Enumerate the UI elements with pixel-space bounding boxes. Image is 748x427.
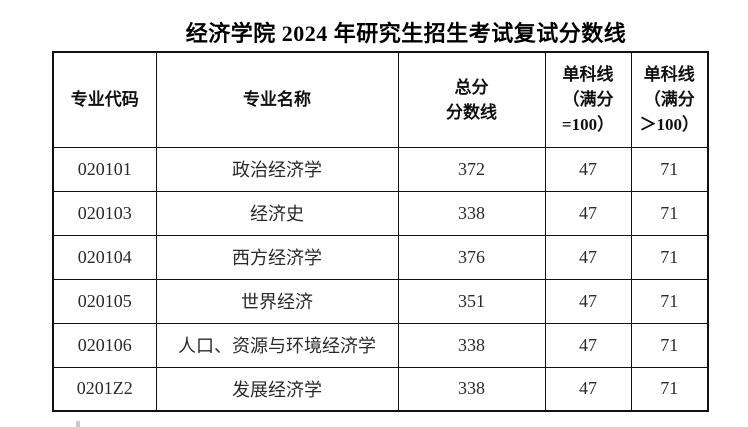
header-row: 专业代码 专业名称 总分 分数线 单科线 （满分 =100） 单科线 （满分 ＞… [52,51,709,148]
header-label-line: =100） [561,115,615,135]
header-cell-single-gt100: 单科线 （满分 ＞100） [630,51,709,148]
page-title: 经济学院 2024 年研究生招生考试复试分数线 [185,21,627,46]
code-cell: 020106 [52,322,157,368]
table-row: 0201Z2 发展经济学 338 47 71 [52,366,709,412]
total-cell: 351 [397,278,546,324]
total-cell: 372 [397,146,546,192]
header-label-line: 分数线 [446,102,497,122]
total-cell: 338 [397,366,546,412]
name-cell: 西方经济学 [155,234,399,280]
table-row: 020105 世界经济 351 47 71 [52,278,709,324]
header-cell-total: 总分 分数线 [397,51,546,148]
table-row: 020106 人口、资源与环境经济学 338 47 71 [52,322,709,368]
header-label-line: 单科线 [562,65,614,85]
single-gt100-cell: 71 [630,146,709,192]
code-cell: 0201Z2 [52,366,157,412]
total-cell: 376 [397,234,546,280]
table-row: 020103 经济史 338 47 71 [52,190,709,236]
total-cell: 338 [397,190,546,236]
single-eq100-cell: 47 [544,146,632,192]
code-cell: 020105 [52,278,157,324]
score-table: 专业代码 专业名称 总分 分数线 单科线 （满分 =100） 单科线 （满分 ＞… [52,51,709,412]
single-gt100-cell: 71 [630,190,709,236]
header-label-line: （满分 [643,90,695,110]
single-eq100-cell: 47 [544,234,632,280]
total-cell: 338 [397,322,546,368]
single-eq100-cell: 47 [544,278,632,324]
single-gt100-cell: 71 [630,322,709,368]
single-gt100-cell: 71 [630,278,709,324]
header-cell-name: 专业名称 [155,51,399,148]
header-label-line: 总分 [454,77,489,97]
cropped-next-table-fragment [76,421,80,427]
code-cell: 020104 [52,234,157,280]
header-cell-code: 专业代码 [52,51,157,148]
table-row: 020104 西方经济学 376 47 71 [52,234,709,280]
table-row: 020101 政治经济学 372 47 71 [52,146,709,192]
single-eq100-cell: 47 [544,190,632,236]
name-cell: 世界经济 [155,278,399,324]
name-cell: 发展经济学 [155,366,399,412]
header-label: 专业代码 [70,90,139,110]
code-cell: 020101 [52,146,157,192]
single-eq100-cell: 47 [544,322,632,368]
header-label: 专业名称 [243,90,311,110]
name-cell: 政治经济学 [155,146,399,192]
code-cell: 020103 [52,190,157,236]
name-cell: 经济史 [155,190,399,236]
header-cell-single-eq100: 单科线 （满分 =100） [544,51,632,148]
header-label-line: ＞100） [639,115,700,135]
header-label-line: 单科线 [643,65,695,85]
header-label-line: （满分 [562,90,614,110]
single-gt100-cell: 71 [630,234,709,280]
single-eq100-cell: 47 [544,366,632,412]
single-gt100-cell: 71 [630,366,709,412]
name-cell: 人口、资源与环境经济学 [155,322,399,368]
